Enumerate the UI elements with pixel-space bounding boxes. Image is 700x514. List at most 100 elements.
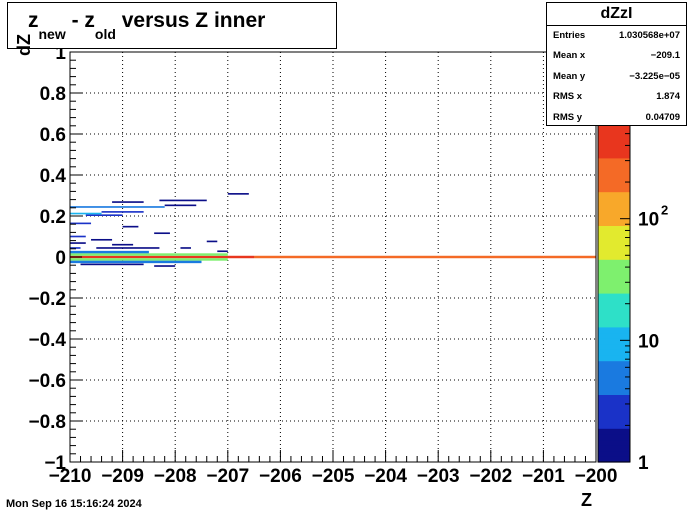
colorbar-band [598, 214, 630, 221]
stats-value: −3.225e−05 [629, 70, 680, 82]
colorbar-tick-label: 10 [638, 331, 659, 352]
colorbar-band [598, 236, 630, 243]
colorbar-band [598, 304, 630, 311]
colorbar-tick-label: 1 [638, 453, 649, 474]
stats-label: Entries [553, 30, 586, 41]
colorbar-band [598, 332, 630, 339]
title-subscript: old [94, 26, 116, 42]
heatmap-cell [96, 247, 160, 249]
x-tick-label: −208 [154, 466, 197, 487]
heatmap-cell [70, 212, 102, 215]
colorbar-band [598, 445, 630, 452]
heatmap-cell [101, 211, 144, 213]
stats-row: Entries 1.030568e+07 [547, 26, 686, 46]
heatmap-cell [80, 263, 144, 266]
heatmap-cell [112, 201, 144, 203]
colorbar-band [598, 231, 630, 238]
colorbar-band [598, 349, 630, 356]
colorbar-band [598, 225, 630, 232]
colorbar-band [598, 405, 630, 412]
heatmap-cell [164, 204, 197, 207]
colorbar-band [598, 450, 630, 457]
colorbar-band [598, 456, 630, 463]
y-tick-label: 0 [55, 248, 66, 269]
heatmap-cell [217, 250, 228, 253]
colorbar-band [598, 338, 630, 345]
y-tick-label: −0.8 [28, 412, 66, 433]
heatmap-cell [70, 258, 228, 261]
colorbar-tick-label: 10 [638, 210, 659, 231]
y-tick-label: 0.8 [40, 84, 66, 105]
y-axis-title: dZ [14, 34, 34, 56]
colorbar-band [598, 253, 630, 260]
colorbar-band [598, 185, 630, 193]
heatmap-cell [91, 238, 113, 241]
x-tick-label: −209 [101, 466, 144, 487]
heatmap-cell [154, 232, 170, 235]
x-tick-label: −206 [259, 466, 302, 487]
heatmap-cell [206, 240, 218, 243]
heatmap-cell [70, 255, 255, 259]
heatmap-cell [122, 225, 139, 228]
y-tick-label: 0.4 [40, 166, 67, 187]
x-tick-label: −202 [469, 466, 512, 487]
title-subscript: new [38, 26, 66, 42]
x-tick-label: −204 [364, 466, 407, 487]
colorbar-band [598, 191, 630, 198]
heatmap-cell [112, 243, 134, 246]
stats-label: RMS y [553, 111, 583, 123]
x-axis-title: Z [581, 490, 592, 510]
heatmap-cell [70, 253, 228, 256]
x-tick-label: −200 [575, 466, 618, 487]
colorbar-band [598, 416, 630, 424]
colorbar-band [598, 135, 630, 142]
colorbar-band [598, 388, 630, 395]
stats-value: 1.030568e+07 [618, 30, 680, 41]
y-tick-label: 0.2 [40, 207, 66, 228]
stats-row: Mean y −3.225e−05 [547, 67, 686, 87]
heatmap-cell [70, 235, 86, 238]
chart-title: znew - zold versus Z inner [28, 9, 266, 42]
colorbar-band [598, 270, 630, 277]
colorbar-band [598, 287, 630, 294]
stats-title: dZzI [547, 3, 686, 26]
heatmap-cell [70, 247, 81, 249]
colorbar-band [598, 383, 630, 390]
colorbar-band [598, 124, 630, 131]
colorbar-band [598, 264, 630, 272]
stats-label: RMS x [553, 91, 583, 103]
stats-row: RMS x 1.874 [547, 87, 686, 107]
heatmap-cell [254, 255, 596, 259]
heatmap-cell [159, 199, 207, 202]
colorbar-band [598, 140, 630, 148]
heatmap-cell [70, 242, 86, 244]
colorbar-band [598, 428, 630, 435]
colorbar-band [598, 152, 630, 159]
colorbar-band [598, 281, 630, 288]
y-tick-label: −0.4 [28, 330, 66, 351]
heatmap-cell [180, 247, 191, 249]
colorbar-band [598, 180, 630, 187]
colorbar-band [598, 259, 630, 266]
x-tick-label: −210 [49, 466, 92, 487]
y-tick-label: 1 [55, 43, 66, 64]
colorbar-band [598, 293, 630, 300]
title-part: versus Z inner [115, 9, 266, 32]
heatmap-cell [70, 206, 165, 208]
heatmap-cell [70, 260, 202, 264]
colorbar-band [598, 433, 630, 441]
colorbar-band [598, 360, 630, 367]
colorbar-band [598, 202, 630, 210]
stats-value: 1.874 [656, 91, 680, 103]
colorbar-band [598, 411, 630, 418]
colorbar-band [598, 169, 630, 176]
x-tick-label: −207 [206, 466, 249, 487]
timestamp-footer: Mon Sep 16 15:16:24 2024 [6, 498, 142, 510]
stats-label: Mean y [553, 70, 586, 82]
y-tick-label: −0.6 [28, 371, 66, 392]
colorbar-band [598, 343, 630, 350]
y-tick-label: −0.2 [28, 289, 66, 310]
title-part: - z [65, 9, 95, 32]
x-tick-label: −201 [522, 466, 565, 487]
colorbar-tick-exponent: 2 [661, 203, 668, 218]
